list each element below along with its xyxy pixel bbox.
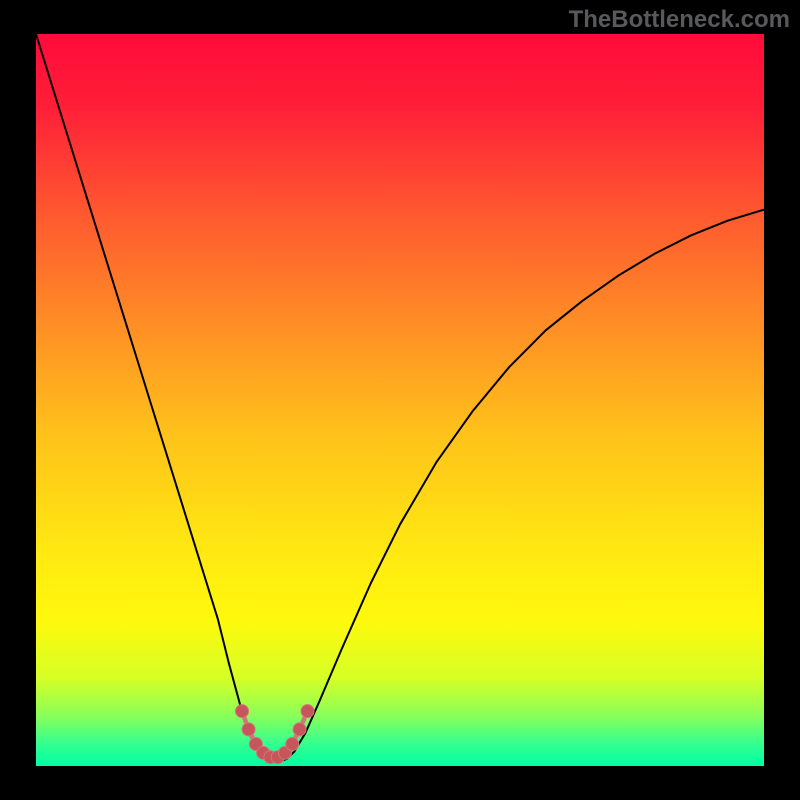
- plot-background: [36, 34, 764, 766]
- valley-marker: [236, 705, 249, 718]
- watermark-text: TheBottleneck.com: [569, 6, 790, 34]
- plot-area: [36, 34, 764, 766]
- valley-marker: [286, 738, 299, 751]
- valley-marker: [293, 723, 306, 736]
- plot-svg: [36, 34, 764, 766]
- valley-marker: [301, 705, 314, 718]
- chart-root: TheBottleneck.com: [0, 0, 800, 800]
- valley-marker: [242, 723, 255, 736]
